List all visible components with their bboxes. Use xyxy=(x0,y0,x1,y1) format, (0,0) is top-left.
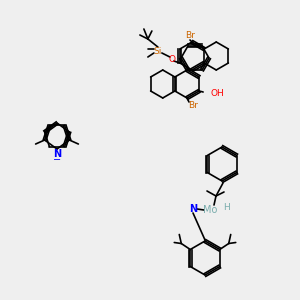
Text: H: H xyxy=(223,203,230,212)
Text: −: − xyxy=(53,155,61,165)
Text: OH: OH xyxy=(210,88,224,98)
Text: N: N xyxy=(53,149,61,159)
Text: Si: Si xyxy=(154,46,162,56)
Text: Br: Br xyxy=(188,100,198,109)
Text: Mo: Mo xyxy=(203,205,217,215)
Text: N: N xyxy=(189,204,197,214)
Text: O: O xyxy=(168,55,175,64)
Text: Br: Br xyxy=(185,32,195,40)
